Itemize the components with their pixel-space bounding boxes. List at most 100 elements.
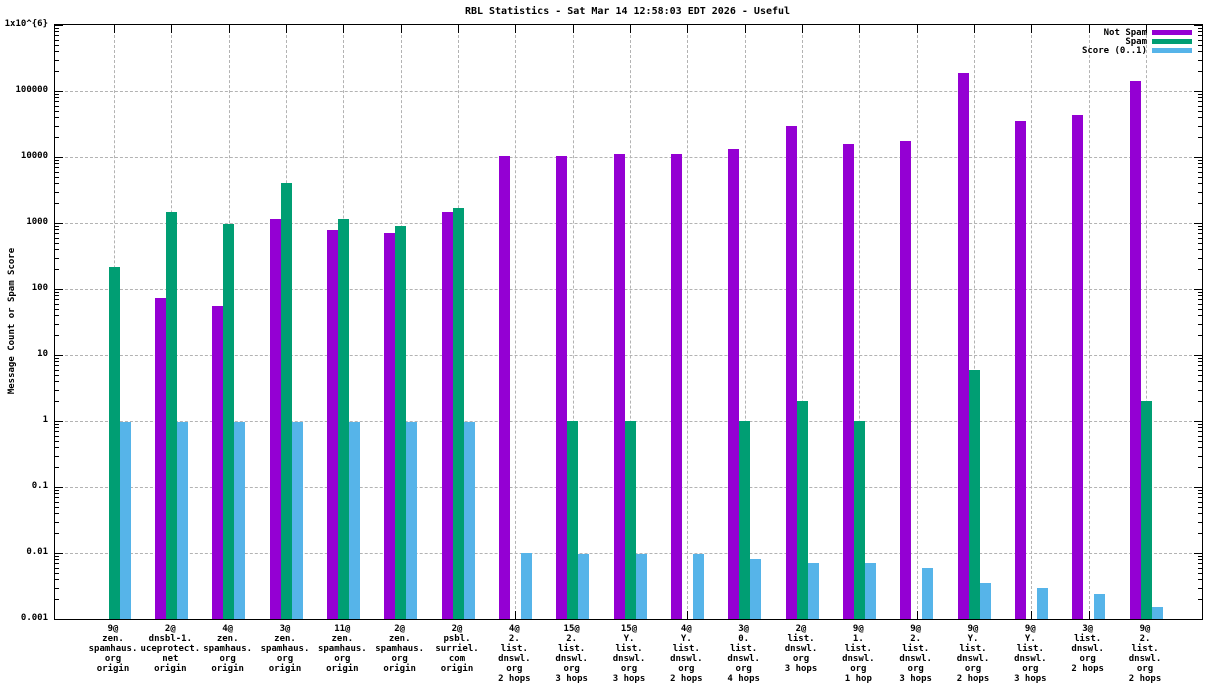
y-minor-tick	[55, 110, 59, 112]
bar-score-0-1	[520, 553, 532, 619]
y-tick-label: 10	[37, 349, 48, 359]
bar-spam	[165, 212, 177, 619]
x-tick-label: 15@ Y. list. dnswl. org 3 hops	[612, 624, 646, 684]
bar-not-spam	[556, 155, 568, 619]
y-minor-tick	[1198, 249, 1202, 251]
x-gridline	[687, 25, 689, 619]
x-tick	[1146, 25, 1147, 33]
y-minor-tick	[55, 269, 59, 271]
y-minor-tick	[55, 299, 59, 301]
bar-not-spam	[1014, 121, 1026, 619]
y-minor-tick	[1198, 308, 1202, 310]
y-minor-tick	[1198, 431, 1202, 433]
y-minor-tick	[55, 292, 59, 294]
y-minor-tick	[1198, 226, 1202, 228]
y-minor-tick	[55, 163, 59, 165]
y-minor-tick	[1198, 587, 1202, 589]
y-minor-tick	[1198, 183, 1202, 185]
y-minor-tick	[55, 94, 59, 96]
x-tick	[515, 25, 517, 33]
y-minor-tick	[1198, 176, 1202, 178]
y-minor-tick	[1198, 94, 1202, 96]
x-gridline	[1031, 25, 1033, 619]
y-minor-tick	[1198, 424, 1202, 426]
y-minor-tick	[1198, 521, 1202, 523]
y-minor-tick	[1198, 97, 1202, 99]
y-major-tick	[1194, 288, 1202, 290]
x-gridline	[572, 25, 574, 619]
y-minor-tick	[55, 358, 59, 360]
x-tick-label: 4@ Y. list. dnswl. org 2 hops	[670, 624, 703, 684]
y-minor-tick	[1198, 369, 1202, 371]
y-minor-tick	[55, 28, 59, 30]
y-major-tick	[1194, 222, 1202, 224]
y-minor-tick	[1198, 335, 1202, 337]
x-tick-label: 2@ psbl. surriel. com origin	[435, 624, 479, 674]
bar-score-0-1	[979, 583, 991, 619]
x-tick	[1031, 611, 1033, 619]
y-major-tick	[1194, 25, 1202, 26]
y-minor-tick	[1198, 257, 1202, 259]
bar-spam	[223, 223, 235, 619]
y-minor-tick	[1198, 163, 1202, 165]
bar-not-spam	[1072, 115, 1084, 619]
y-minor-tick	[55, 160, 59, 162]
y-minor-tick	[55, 389, 59, 391]
y-major-tick	[1194, 552, 1202, 554]
y-minor-tick	[1198, 28, 1202, 30]
y-minor-tick	[1198, 447, 1202, 449]
y-minor-tick	[55, 31, 59, 33]
bar-score-0-1	[1094, 593, 1106, 619]
y-minor-tick	[1198, 501, 1202, 503]
y-tick-label: 10000	[20, 151, 48, 161]
bar-spam	[452, 207, 464, 619]
y-major-tick	[1194, 90, 1202, 92]
y-minor-tick	[55, 59, 59, 61]
bar-score-0-1	[807, 563, 819, 619]
bar-spam	[337, 218, 349, 619]
y-minor-tick	[1198, 599, 1202, 601]
x-tick-label: 4@ 2. list. dnswl. org 2 hops	[498, 624, 531, 684]
y-minor-tick	[1198, 559, 1202, 561]
plot-area	[54, 24, 1203, 620]
bar-not-spam	[441, 212, 453, 619]
y-minor-tick	[55, 427, 59, 429]
x-gridline	[1146, 25, 1147, 619]
x-gridline	[630, 25, 631, 619]
y-minor-tick	[55, 295, 59, 297]
y-minor-tick	[55, 490, 59, 492]
y-minor-tick	[55, 447, 59, 449]
y-minor-tick	[55, 171, 59, 173]
x-gridline	[802, 25, 803, 619]
bar-spam	[395, 226, 407, 619]
y-minor-tick	[1198, 203, 1202, 205]
y-minor-tick	[1198, 237, 1202, 239]
x-tick-label: 2@ dnsbl-1. uceprotect. net origin	[140, 624, 201, 674]
bar-not-spam	[957, 73, 969, 619]
bar-spam	[108, 267, 120, 619]
bar-score-0-1	[864, 563, 876, 619]
x-tick-label: 3@ 0. list. dnswl. org 4 hops	[727, 624, 760, 684]
bar-spam	[624, 421, 636, 619]
bar-not-spam	[842, 144, 854, 619]
bar-spam	[280, 183, 292, 619]
y-minor-tick	[55, 493, 59, 495]
bar-not-spam	[1129, 81, 1141, 619]
x-gridline	[744, 25, 746, 619]
legend-item: Spam	[1082, 37, 1192, 47]
y-minor-tick	[1198, 533, 1202, 535]
y-minor-tick	[55, 369, 59, 371]
bar-not-spam	[728, 149, 740, 619]
bar-score-0-1	[348, 421, 360, 619]
y-minor-tick	[55, 401, 59, 403]
y-minor-tick	[55, 125, 59, 127]
y-minor-tick	[55, 497, 59, 499]
y-minor-tick	[1198, 59, 1202, 61]
y-minor-tick	[1198, 229, 1202, 231]
x-tick	[859, 25, 861, 33]
y-minor-tick	[55, 233, 59, 235]
y-minor-tick	[55, 381, 59, 383]
y-minor-tick	[55, 44, 59, 46]
x-gridline	[974, 25, 975, 619]
x-tick	[1088, 25, 1090, 33]
